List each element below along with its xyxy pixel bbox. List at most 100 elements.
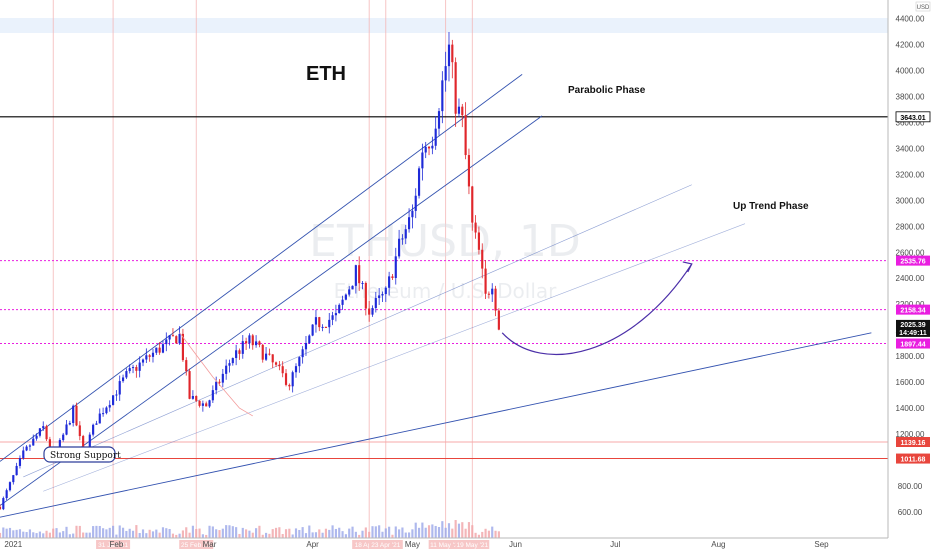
candle-body (494, 288, 497, 311)
volume-bar (251, 532, 254, 538)
candle-body (321, 326, 324, 328)
volume-bar (28, 529, 32, 538)
candle-body (241, 341, 244, 354)
candle-body (258, 341, 261, 345)
candle-body (354, 265, 357, 286)
price-tick-label: 2400.00 (896, 274, 925, 283)
volume-bar (324, 528, 328, 538)
candle-body (394, 256, 397, 279)
candle-body (102, 413, 105, 415)
volume-bar (284, 529, 288, 538)
candle-body (68, 422, 71, 425)
volume-bar (161, 527, 165, 538)
candle-body (245, 341, 248, 344)
volume-bar (294, 528, 298, 538)
currency-label: USD (917, 5, 930, 11)
volume-bar (291, 534, 294, 538)
price-tick-label: 800.00 (898, 482, 923, 491)
volume-bar (171, 533, 175, 538)
volume-bar (188, 532, 191, 538)
volume-bar (427, 525, 431, 538)
volume-bar (72, 533, 75, 538)
candle-body (168, 335, 171, 340)
candle-body (8, 482, 12, 491)
price-level-tag (896, 338, 930, 349)
volume-bar (271, 529, 274, 538)
volume-bar (474, 532, 477, 538)
price-level-tag-label: 1011.68 (901, 457, 926, 464)
volume-bar (417, 527, 421, 538)
candle-body (304, 343, 308, 350)
candle-body (221, 373, 224, 383)
volume-bar (88, 532, 91, 538)
volume-bar (457, 523, 461, 538)
volume-bar (441, 521, 444, 538)
candle-body (218, 381, 221, 383)
candle-body (208, 400, 211, 407)
candle-body (211, 390, 214, 401)
candle-body (115, 394, 118, 396)
price-tick-label: 3400.00 (896, 144, 925, 153)
volume-bar (471, 525, 474, 538)
volume-bar (82, 532, 85, 538)
candle-body (484, 268, 487, 294)
volume-bar (258, 525, 261, 538)
price-axis[interactable]: USD (887, 0, 932, 538)
time-tick-label: Feb (110, 540, 124, 549)
price-level-tag (896, 304, 930, 315)
price-level-tag-label: 1897.44 (900, 342, 925, 349)
candle-body (82, 436, 85, 452)
volume-bar (2, 527, 5, 538)
volume-bar (318, 529, 321, 538)
volume-bar (48, 532, 51, 538)
candle-body (328, 319, 331, 328)
volume-bar (481, 531, 484, 538)
candle-body (181, 333, 185, 361)
candle-body (447, 44, 451, 67)
volume-bar (75, 525, 78, 538)
volume-bar (18, 529, 22, 538)
candle-body (391, 276, 394, 279)
candle-body (427, 146, 431, 149)
arrow-head (682, 261, 693, 273)
watermark-name: Ethereum / U.S. Dollar (334, 279, 558, 303)
volume-bar (201, 534, 204, 538)
time-tick-label: Mar (203, 540, 217, 549)
candlesticks (0, 32, 500, 511)
volume-bar (15, 529, 18, 538)
candle-body (178, 333, 181, 344)
candle-body (58, 440, 61, 451)
candle-body (308, 335, 311, 344)
price-level-tag-label: 2158.34 (900, 308, 925, 315)
price-level-tags: 3643.01 2535.76 2158.34 1897.44 1139.16 1011.… (895, 111, 931, 464)
price-tick-label: 1400.00 (896, 404, 925, 413)
volume-bar (354, 531, 357, 538)
channel-line (43, 223, 746, 492)
volume-bar (111, 525, 115, 538)
price-tick-label: 2800.00 (896, 222, 925, 231)
candle-body (298, 357, 301, 367)
candle-body (274, 362, 278, 365)
volume-bar (42, 533, 45, 538)
candle-body (195, 396, 198, 401)
volume-bar (245, 529, 248, 538)
candle-body (255, 341, 258, 346)
date-tag (179, 540, 214, 549)
volume-bar (494, 530, 497, 538)
volume-bar (348, 528, 351, 538)
volume-bar (344, 534, 347, 538)
volume-bar (268, 533, 271, 538)
volume-bar (328, 529, 331, 538)
time-tick-label: Jul (610, 540, 620, 549)
candle-body (158, 347, 161, 353)
candle-body (437, 111, 441, 129)
price-level-tag (896, 255, 930, 266)
price-tick-label: 4000.00 (896, 66, 925, 75)
price-level-tag-label: 3643.01 (900, 115, 925, 122)
candle-body (188, 371, 191, 399)
candle-body (128, 368, 131, 372)
candle-body (464, 115, 467, 156)
volume-bar (274, 527, 278, 538)
candle-body (371, 307, 374, 315)
